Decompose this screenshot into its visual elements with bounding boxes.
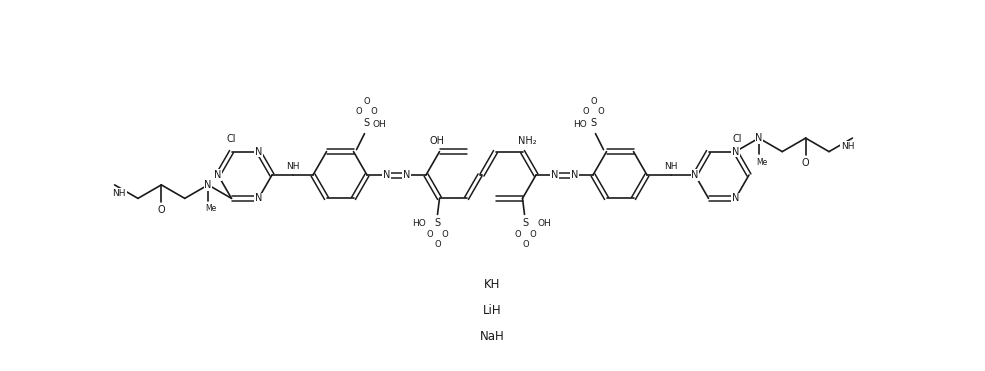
Text: S: S xyxy=(590,118,597,128)
Text: N: N xyxy=(570,170,578,180)
Text: O: O xyxy=(522,240,529,249)
Text: NH₂: NH₂ xyxy=(518,136,537,145)
Text: Cl: Cl xyxy=(733,134,743,144)
Text: N: N xyxy=(755,133,762,143)
Text: N: N xyxy=(255,193,262,203)
Text: NH: NH xyxy=(286,161,299,171)
Text: O: O xyxy=(158,205,165,215)
Text: OH: OH xyxy=(372,120,386,129)
Text: N: N xyxy=(383,170,390,180)
Text: N: N xyxy=(691,170,698,180)
Text: S: S xyxy=(522,219,529,229)
Text: S: S xyxy=(434,219,440,229)
Text: OH: OH xyxy=(429,136,444,145)
Text: HO: HO xyxy=(573,120,587,129)
Text: N: N xyxy=(255,147,262,157)
Text: O  O: O O xyxy=(582,107,605,116)
Text: O: O xyxy=(363,97,369,106)
Text: NH: NH xyxy=(664,161,678,171)
Text: NH: NH xyxy=(841,142,855,151)
Text: N: N xyxy=(732,193,739,203)
Text: N: N xyxy=(403,170,410,180)
Text: N: N xyxy=(552,170,558,180)
Text: Me: Me xyxy=(756,158,767,167)
Text: NaH: NaH xyxy=(480,331,504,344)
Text: Cl: Cl xyxy=(227,134,236,144)
Text: O  O: O O xyxy=(514,230,537,239)
Text: O: O xyxy=(590,97,597,106)
Text: N: N xyxy=(215,170,222,180)
Text: HO: HO xyxy=(412,219,426,228)
Text: N: N xyxy=(732,147,739,157)
Text: OH: OH xyxy=(538,219,552,228)
Text: N: N xyxy=(205,180,212,190)
Text: LiH: LiH xyxy=(483,303,501,316)
Text: NH: NH xyxy=(112,189,126,198)
Text: S: S xyxy=(363,118,369,128)
Text: O  O: O O xyxy=(356,107,377,116)
Text: O: O xyxy=(434,240,441,249)
Text: KH: KH xyxy=(484,279,500,292)
Text: O  O: O O xyxy=(427,230,448,239)
Text: Me: Me xyxy=(206,204,217,213)
Text: O: O xyxy=(802,158,810,168)
